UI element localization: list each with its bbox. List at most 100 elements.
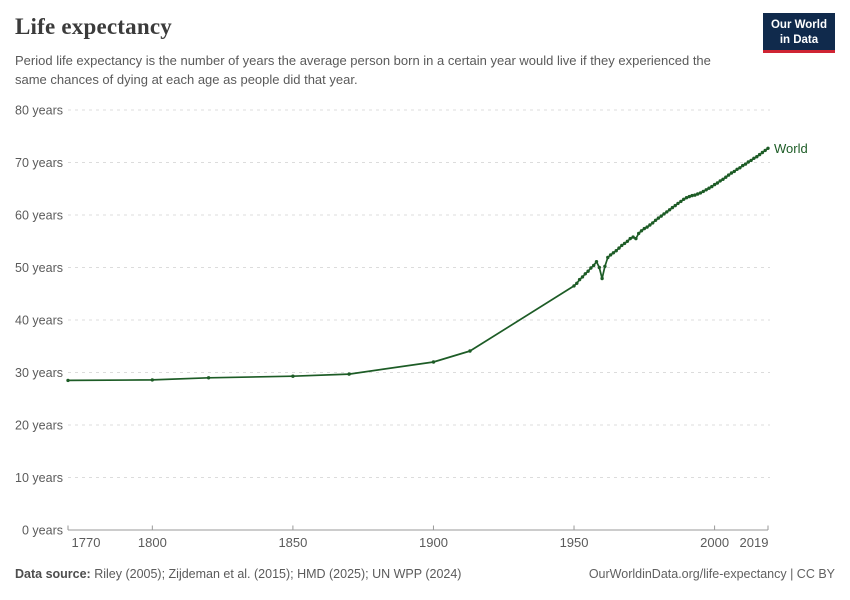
data-point-marker xyxy=(707,186,711,190)
data-point-marker xyxy=(606,255,610,260)
data-point-marker xyxy=(648,223,652,227)
data-point-marker xyxy=(710,184,714,189)
series-end-label[interactable]: World xyxy=(774,141,808,156)
data-point-marker xyxy=(575,281,579,285)
data-point-marker xyxy=(712,182,717,187)
data-point-marker xyxy=(743,162,748,166)
data-point-marker xyxy=(347,372,351,376)
chart-footer: Data source: Riley (2005); Zijdeman et a… xyxy=(15,567,835,581)
data-point-marker xyxy=(617,246,621,250)
y-axis-tick-label: 70 years xyxy=(15,156,63,170)
data-point-marker xyxy=(637,231,641,236)
data-point-marker xyxy=(698,191,703,195)
y-axis-tick-label: 40 years xyxy=(15,314,63,328)
data-point-marker xyxy=(583,272,587,276)
data-point-marker xyxy=(592,263,596,268)
data-point-marker xyxy=(586,269,590,273)
data-point-marker xyxy=(752,156,756,160)
owid-logo-line1: Our World xyxy=(770,19,827,31)
data-point-marker xyxy=(645,225,649,229)
data-point-marker xyxy=(659,214,663,218)
data-point-marker xyxy=(206,376,211,380)
chart-title: Life expectancy xyxy=(15,14,172,39)
data-point-marker xyxy=(755,155,759,159)
data-point-marker xyxy=(642,226,646,231)
data-point-marker xyxy=(726,173,731,177)
data-point-marker xyxy=(572,284,576,288)
data-source-note: Data source: Riley (2005); Zijdeman et a… xyxy=(15,567,461,581)
data-point-marker xyxy=(741,163,745,168)
y-axis-tick-label: 60 years xyxy=(15,209,63,223)
chart-subtitle: Period life expectancy is the number of … xyxy=(15,53,711,87)
x-axis-tick-label: 1770 xyxy=(72,535,101,550)
data-point-marker xyxy=(611,251,616,255)
owid-logo-line2: in Data xyxy=(779,33,819,46)
attribution-link[interactable]: OurWorldinData.org/life-expectancy | CC … xyxy=(588,567,835,581)
y-axis-tick-label: 20 years xyxy=(15,419,63,433)
data-point-marker xyxy=(693,193,697,197)
data-point-marker xyxy=(696,192,700,196)
data-point-marker xyxy=(746,160,750,164)
data-point-marker xyxy=(150,378,154,382)
data-point-marker xyxy=(597,265,601,270)
data-point-marker xyxy=(687,194,691,199)
data-point-marker xyxy=(676,201,680,206)
x-axis-tick-label: 1950 xyxy=(560,535,589,550)
data-point-marker xyxy=(431,360,436,364)
data-point-marker xyxy=(682,197,686,201)
data-point-marker xyxy=(614,249,618,253)
data-point-marker xyxy=(763,148,767,153)
data-point-marker xyxy=(757,152,762,157)
data-point-marker xyxy=(628,236,632,241)
data-point-marker xyxy=(622,241,627,246)
data-point-marker xyxy=(662,212,666,216)
data-point-marker xyxy=(729,171,734,175)
data-point-marker xyxy=(603,264,607,269)
data-point-marker xyxy=(684,196,689,200)
data-point-marker xyxy=(468,349,472,353)
data-point-marker xyxy=(577,277,582,282)
data-point-marker xyxy=(690,193,694,198)
data-point-marker xyxy=(625,239,630,243)
data-point-marker xyxy=(766,146,770,150)
data-point-marker xyxy=(620,243,624,248)
y-axis-tick-label: 30 years xyxy=(15,366,63,380)
data-point-marker xyxy=(673,203,677,208)
data-point-marker xyxy=(715,181,720,185)
y-axis-tick-label: 50 years xyxy=(15,261,63,275)
data-point-marker xyxy=(639,229,644,233)
data-source-list: Riley (2005); Zijdeman et al. (2015); HM… xyxy=(90,567,462,581)
data-point-marker xyxy=(735,167,739,171)
data-point-marker xyxy=(594,260,599,264)
x-axis-tick-label: 1850 xyxy=(278,535,307,550)
y-axis-tick-label: 0 years xyxy=(22,524,63,538)
data-point-marker xyxy=(718,179,722,183)
data-point-marker xyxy=(679,199,683,204)
data-point-marker xyxy=(665,210,669,214)
data-point-marker xyxy=(600,276,604,281)
data-source-label: Data source: xyxy=(15,567,91,581)
data-point-marker xyxy=(760,150,765,155)
data-point-marker xyxy=(656,216,661,220)
x-axis-tick-label: 2000 xyxy=(700,535,729,550)
world-series-line[interactable] xyxy=(67,147,769,382)
data-point-marker xyxy=(66,378,70,383)
data-point-marker xyxy=(701,189,705,194)
data-point-marker xyxy=(651,221,655,225)
y-axis-tick-label: 80 years xyxy=(15,104,63,118)
owid-logo[interactable]: Our World in Data xyxy=(762,13,835,54)
data-point-marker xyxy=(749,158,753,163)
data-point-marker xyxy=(291,374,295,378)
data-point-marker xyxy=(721,177,725,181)
data-point-marker xyxy=(724,175,728,179)
y-axis-tick-label: 10 years xyxy=(15,471,63,485)
data-point-marker xyxy=(670,205,675,210)
x-axis-tick-label: 1900 xyxy=(419,535,448,550)
data-point-marker xyxy=(608,253,613,257)
data-point-marker xyxy=(738,166,742,170)
data-point-marker xyxy=(631,235,635,239)
data-point-marker xyxy=(589,266,593,270)
data-point-marker xyxy=(732,169,736,174)
